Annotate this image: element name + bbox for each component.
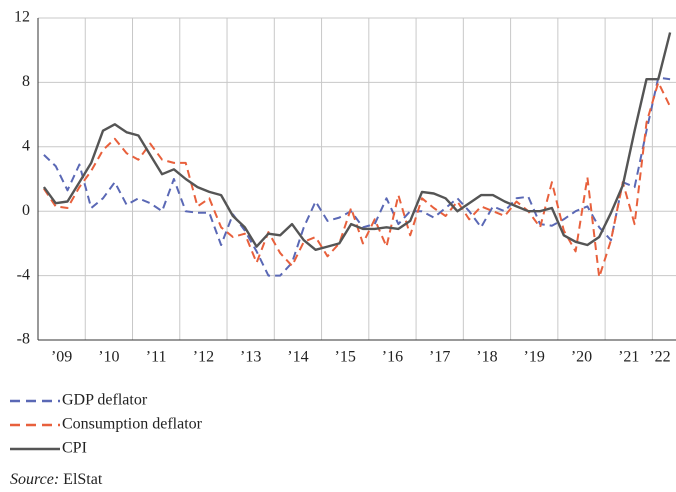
- source-note: Source: ElStat: [10, 471, 103, 488]
- series-line: [43, 76, 671, 277]
- series-line: [43, 81, 671, 279]
- x-tick-label: ’22: [649, 349, 670, 366]
- legend-label: Consumption deflator: [62, 416, 203, 433]
- x-tick-label: ’11: [146, 349, 167, 366]
- y-tick-label: 12: [14, 9, 30, 26]
- x-tick-label: ’14: [287, 349, 308, 366]
- x-tick-label: ’10: [98, 349, 119, 366]
- x-tick-label: ’15: [335, 349, 356, 366]
- source: ElStat: [63, 471, 103, 488]
- legend-label: GDP deflator: [62, 392, 148, 409]
- y-tick-label: 4: [22, 137, 30, 154]
- x-tick-label: ’21: [618, 349, 639, 366]
- y-tick-label: 0: [22, 202, 30, 219]
- series-line: [42, 32, 672, 251]
- x-tick-label: ’12: [193, 349, 214, 366]
- x-tick-label: ’17: [429, 349, 450, 366]
- x-tick-label: ’13: [240, 349, 261, 366]
- x-tick-label: ’18: [476, 349, 497, 366]
- x-tick-label: ’09: [51, 349, 72, 366]
- y-tick-label: -8: [17, 331, 30, 348]
- y-tick-label: -4: [17, 266, 30, 283]
- x-tick-label: ’16: [382, 349, 403, 366]
- x-tick-label: ’19: [524, 349, 545, 366]
- legend-label: CPI: [62, 440, 87, 457]
- y-tick-label: 8: [22, 73, 30, 90]
- x-tick-label: ’20: [571, 349, 592, 366]
- source-label: Source:: [10, 471, 59, 488]
